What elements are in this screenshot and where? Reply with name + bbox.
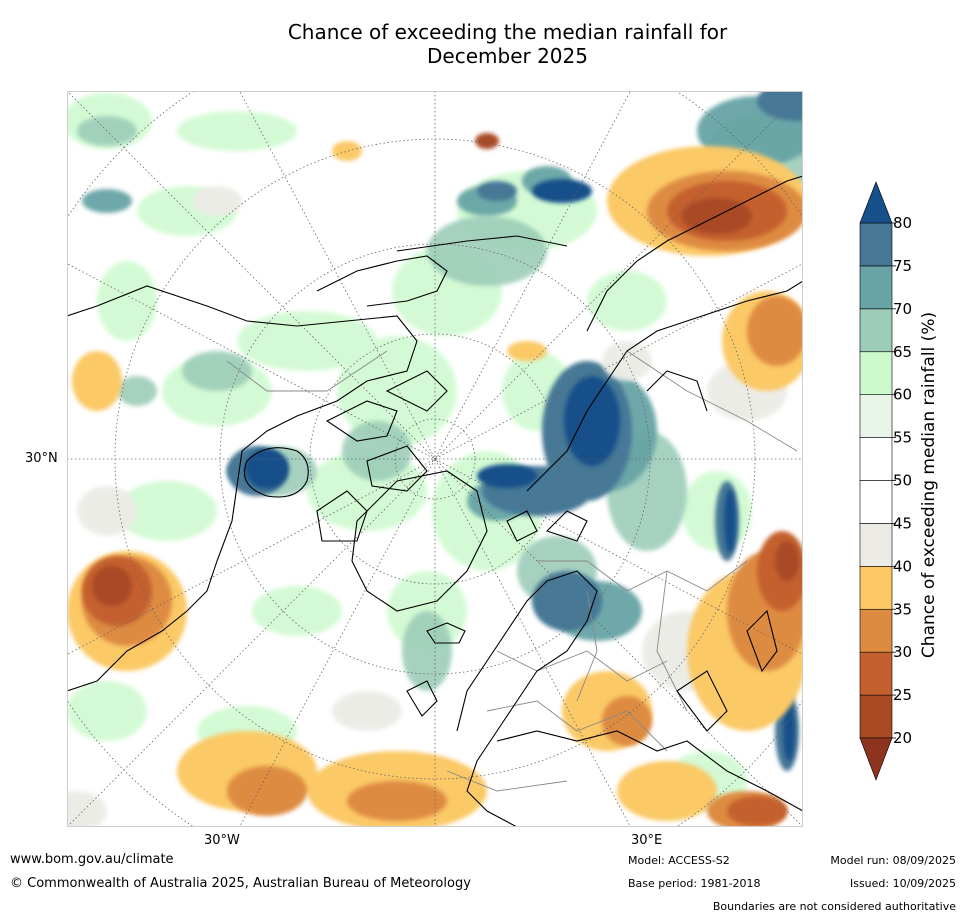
colorbar-tick-label: 50: [893, 472, 912, 490]
colorbar-bin-55-60: [859, 394, 893, 438]
colorbar-bin-35-40: [859, 566, 893, 610]
colorbar-under-arrow: [859, 737, 893, 781]
colorbar-tick-label: 20: [893, 729, 912, 747]
footer-base-period: Base period: 1981-2018: [628, 877, 761, 890]
colorbar-tick-label: 60: [893, 386, 912, 404]
colorbar-tick-label: 80: [893, 214, 912, 232]
coast-iceland: [426, 622, 466, 644]
rainfall-map[interactable]: [67, 91, 803, 827]
colorbar-tick-label: 30: [893, 643, 912, 661]
chart-title: Chance of exceeding the median rainfall …: [0, 20, 965, 68]
lon-label-30w: 30°W: [204, 833, 240, 848]
colorbar-bin-30-35: [859, 608, 893, 653]
footer-issued: Issued: 10/09/2025: [849, 877, 956, 890]
coast-east-asia: [586, 175, 803, 332]
colorbar-tick-label: 70: [893, 300, 912, 318]
coast-caspian: [746, 609, 778, 673]
colorbar-tick-label: 45: [893, 514, 912, 532]
footer-copyright: © Commonwealth of Australia 2025, Austra…: [10, 876, 471, 891]
map-frame: [67, 91, 803, 827]
coast-black-sea: [676, 670, 728, 732]
colorbar-bin-75-80: [859, 222, 893, 267]
colorbar-tick-label: 35: [893, 600, 912, 618]
colorbar-label: Chance of exceeding median rainfall (%): [919, 311, 939, 659]
colorbar-bin-50-55: [859, 437, 893, 481]
colorbar-graphic: 20 25 30 35 40 45 50 55 60 65 70 75 80: [859, 181, 912, 781]
footer-model: Model: ACCESS-S2: [628, 854, 730, 867]
colorbar-bin-25-30: [859, 651, 893, 696]
coast-alaska: [316, 255, 448, 307]
colorbar-bin-20-25: [859, 694, 893, 739]
coast-europe: [456, 570, 598, 827]
colorbar: 20 25 30 35 40 45 50 55 60 65 70 75 80: [855, 180, 965, 790]
footer-model-run: Model run: 08/09/2025: [830, 854, 956, 867]
coast-north-america: [67, 285, 418, 692]
colorbar-tick-label: 40: [893, 557, 912, 575]
anomaly-field-extreme-wet: [245, 179, 795, 761]
graticule: [67, 91, 803, 827]
colorbar-bin-60-65: [859, 351, 893, 395]
colorbar-tick-label: 25: [893, 686, 912, 704]
map-canvas: [67, 91, 803, 827]
colorbar-bin-45-50: [859, 480, 893, 524]
coast-british-isles: [406, 680, 438, 717]
colorbar-bin-70-75: [859, 265, 893, 310]
colorbar-over-arrow: [859, 181, 893, 224]
colorbar-tick-label: 75: [893, 257, 912, 275]
colorbar-tick-label: 65: [893, 343, 912, 361]
colorbar-tick-label: 55: [893, 429, 912, 447]
colorbar-bin-65-70: [859, 308, 893, 353]
footer-url[interactable]: www.bom.gov.au/climate: [10, 852, 174, 867]
lon-label-30e: 30°E: [631, 833, 663, 848]
footer-disclaimer: Boundaries are not considered authoritat…: [712, 900, 956, 913]
chart-title-line1: Chance of exceeding the median rainfall …: [287, 20, 728, 44]
coast-mediterranean: [496, 730, 803, 812]
coast-greenland: [351, 470, 488, 612]
lat-label-30n: 30°N: [25, 451, 58, 466]
coastlines: [67, 175, 803, 827]
chart-title-line2: December 2025: [427, 44, 588, 68]
colorbar-bin-40-45: [859, 523, 893, 567]
coast-hudson-bay: [243, 447, 309, 498]
coast-siberia: [526, 280, 803, 492]
